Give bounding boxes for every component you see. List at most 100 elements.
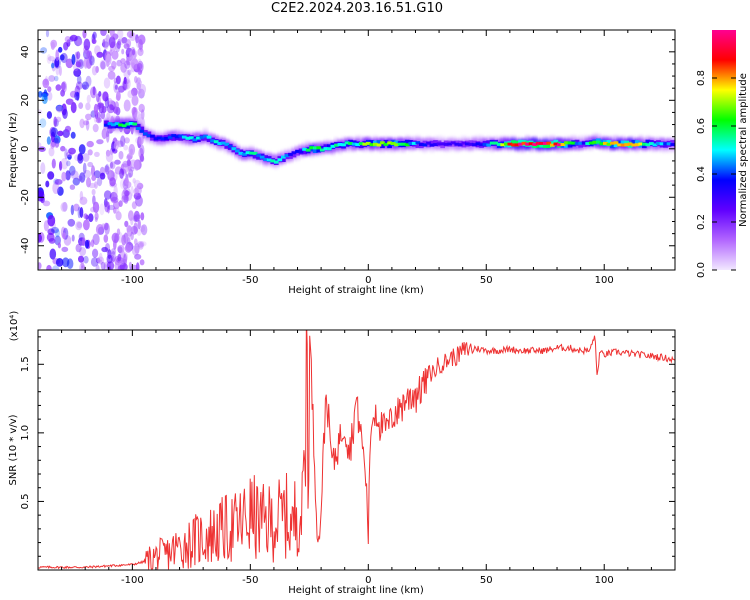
noise-blob [140,109,145,120]
noise-blob [127,69,132,76]
ridge-segment [118,123,123,127]
noise-blob [137,47,144,57]
y-tick-label: 20 [20,94,31,107]
ridge-segment [369,143,375,147]
noise-blob [123,144,129,151]
noise-blob [93,103,99,115]
noise-blob [130,264,138,270]
noise-blob [139,225,146,233]
noise-blob [133,187,139,195]
noise-blob [138,136,144,146]
noise-blob [140,212,145,221]
noise-blob [121,189,129,201]
spectrogram-y-axis-title: Frequency (Hz) [8,112,19,188]
noise-blob [100,30,107,36]
ridge-segment [610,141,615,145]
noise-blob [90,239,95,248]
colorbar-label: Normalized spectral amplitude [738,73,749,227]
ridge-segment [210,139,215,143]
noise-blob [131,106,138,116]
noise-blob [82,162,87,174]
ridge-segment [330,144,336,148]
noise-blob [92,123,99,133]
noise-blob [97,102,105,108]
noise-blob [45,30,50,38]
noise-blob [50,127,58,137]
noise-blob [125,177,129,185]
noise-blob [138,103,145,113]
ridge-segment [574,142,580,146]
ridge-segment [472,143,477,147]
noise-blob [61,246,69,253]
noise-blob [115,211,122,221]
ridge-segment [652,143,658,147]
ridge-segment [532,143,537,146]
noise-blob [75,221,83,231]
spectrogram-x-axis-title: Height of straight line (km) [288,285,424,296]
noise-blob [79,196,88,205]
noise-blob [94,212,99,220]
y-tick-label: 0 [20,146,31,152]
ridge-segment [281,155,286,159]
ridge-segment [114,122,120,129]
ridge-segment [344,141,350,145]
snr-x-axis-title: Height of straight line (km) [288,585,424,596]
noise-blob [41,93,48,105]
ridge-segment [493,141,498,145]
noise-blob [72,177,81,186]
ridge-segment [284,154,290,158]
noise-blob [74,91,80,101]
ridge-segment [546,141,552,145]
noise-blob [79,207,84,218]
noise-blob [109,161,116,170]
ridge-segment [146,134,152,138]
noise-blob [136,241,145,248]
noise-blob [135,34,139,44]
ridge-segment [546,142,552,148]
noise-blob [96,256,105,264]
noise-blob [103,190,112,200]
ridge-segment [348,142,353,145]
noise-blob [79,172,86,183]
noise-blob [57,242,62,249]
noise-blob [69,34,78,42]
noise-blob [102,91,109,102]
y-tick-label: 0.5 [20,493,31,509]
noise-blob [48,75,56,82]
ridge-segment [376,143,382,147]
noise-blob [91,188,96,196]
noise-blob [67,154,72,160]
noise-blob [55,104,64,112]
noise-blob [127,90,134,99]
colorbar-tick-label: 0.6 [696,118,707,134]
noise-blob [60,89,65,97]
noise-blob [115,42,120,53]
noise-blob [98,252,103,263]
x-tick-label: -50 [242,575,258,586]
noise-blob [91,38,97,44]
noise-blob [77,154,84,164]
noise-blob [134,111,142,120]
ridge-segment [316,146,322,150]
noise-blob [104,222,110,235]
noise-blob [73,203,80,212]
noise-blob [85,113,92,121]
noise-blob [83,213,88,219]
noise-blob [93,111,98,123]
ridge-segment [153,137,159,141]
ridge-segment [645,139,651,146]
ridge-segment [404,139,410,146]
ridge-segment [450,141,456,145]
noise-blob [126,159,131,167]
noise-blob [138,147,144,159]
ridge-segment [305,148,311,152]
noise-blob [55,258,64,267]
page-title: C2E2.2024.203.16.51.G10 [270,1,444,16]
noise-blob [140,224,148,236]
ridge-segment [447,142,452,146]
ridge-segment [217,142,222,145]
noise-blob [100,261,106,270]
noise-blob [65,170,71,181]
ridge-segment [341,143,346,147]
noise-blob [42,79,49,86]
